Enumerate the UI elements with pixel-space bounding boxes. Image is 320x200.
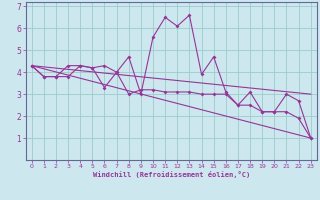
X-axis label: Windchill (Refroidissement éolien,°C): Windchill (Refroidissement éolien,°C): [92, 171, 250, 178]
